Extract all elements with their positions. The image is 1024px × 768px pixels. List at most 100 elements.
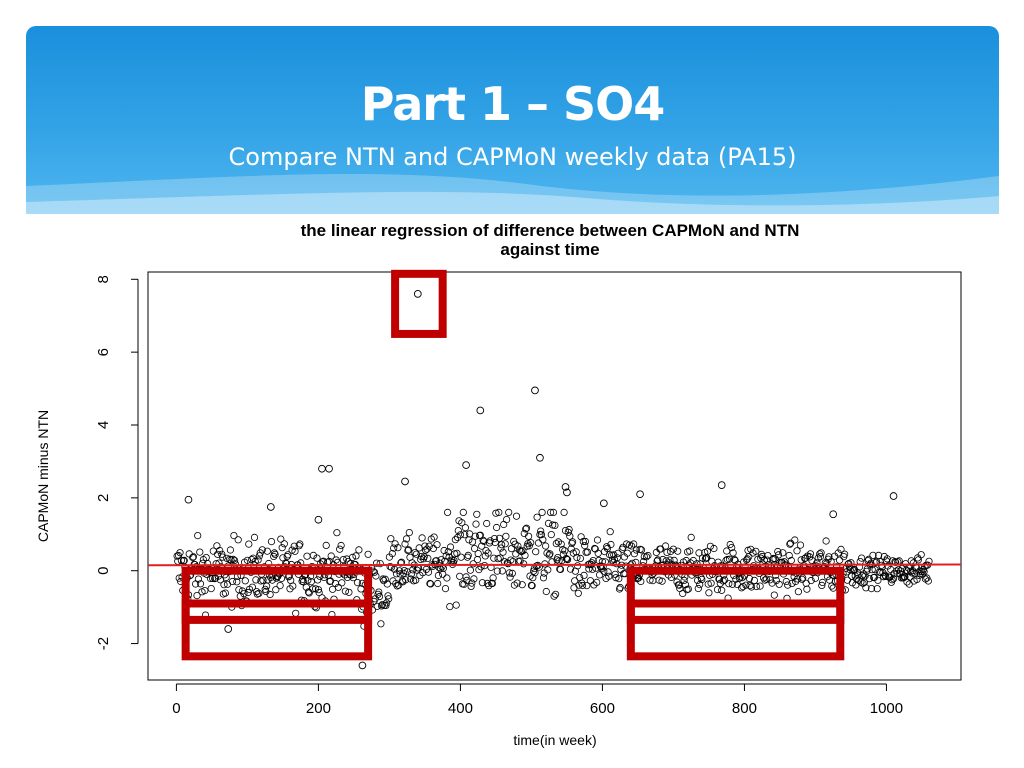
chart-title-line-1: the linear regression of difference betw… — [301, 221, 800, 240]
data-point — [904, 567, 912, 575]
data-point — [382, 599, 391, 607]
data-point — [314, 576, 322, 584]
data-point — [284, 551, 292, 559]
data-point — [542, 587, 550, 596]
data-point — [252, 576, 260, 584]
data-point — [581, 541, 589, 550]
data-point — [720, 576, 729, 584]
data-point — [506, 573, 514, 581]
data-point — [725, 580, 733, 588]
data-point — [429, 544, 437, 553]
data-point — [207, 584, 215, 593]
data-point — [774, 547, 782, 556]
data-point — [454, 526, 462, 535]
data-point — [519, 560, 528, 568]
regression-layer — [147, 563, 962, 567]
data-point — [571, 577, 579, 585]
data-point — [817, 549, 825, 557]
data-point — [646, 576, 654, 584]
data-point — [436, 559, 444, 567]
data-point — [580, 571, 588, 580]
data-point — [479, 536, 487, 545]
data-point — [707, 579, 715, 587]
data-point — [636, 490, 644, 499]
data-point — [566, 532, 574, 540]
data-point — [266, 503, 275, 511]
data-point — [531, 569, 539, 577]
data-point — [206, 574, 215, 583]
data-point — [462, 461, 470, 469]
data-point — [614, 549, 622, 557]
data-point — [684, 585, 692, 593]
data-point — [505, 508, 513, 517]
data-point — [353, 578, 362, 587]
data-point — [240, 590, 248, 598]
data-point — [402, 535, 411, 543]
data-point — [486, 537, 494, 545]
data-point — [303, 552, 311, 560]
data-point — [666, 556, 674, 564]
data-point — [541, 542, 550, 550]
data-point — [573, 553, 581, 562]
data-point — [574, 589, 582, 597]
data-point — [213, 542, 221, 550]
data-point — [194, 575, 202, 583]
data-point — [339, 555, 347, 564]
data-point — [546, 550, 554, 558]
data-point — [644, 551, 652, 560]
data-point — [747, 545, 755, 553]
data-point — [271, 550, 279, 559]
slide-title: Part 1 – SO4 — [360, 77, 666, 131]
data-point — [513, 579, 521, 587]
data-point — [372, 559, 381, 567]
data-point — [788, 579, 796, 588]
data-point — [813, 559, 821, 567]
data-point — [385, 595, 393, 603]
data-point — [595, 571, 604, 579]
data-point — [847, 559, 855, 567]
data-point — [411, 548, 419, 557]
highlight-box — [181, 566, 373, 661]
data-point — [270, 552, 278, 561]
data-point — [640, 552, 648, 561]
data-point — [441, 584, 450, 593]
data-point — [806, 553, 814, 561]
data-point — [483, 519, 491, 528]
data-point — [502, 532, 510, 540]
data-point — [272, 586, 280, 594]
data-point — [466, 566, 474, 574]
data-point — [241, 577, 249, 585]
data-point — [461, 531, 469, 539]
data-point — [544, 519, 553, 528]
data-point — [364, 550, 372, 558]
data-point — [498, 567, 506, 575]
data-point — [386, 562, 394, 571]
data-point — [474, 549, 482, 558]
data-point — [472, 520, 480, 528]
data-point — [495, 508, 503, 517]
data-point — [600, 567, 608, 575]
data-point — [377, 620, 385, 628]
data-point — [663, 548, 671, 557]
data-point — [715, 575, 724, 583]
data-point — [289, 582, 297, 590]
data-point — [424, 568, 433, 576]
data-point — [189, 553, 197, 561]
data-point — [735, 574, 744, 582]
data-point — [375, 588, 383, 596]
data-point — [521, 551, 529, 560]
data-point — [896, 567, 905, 575]
data-point — [563, 488, 571, 497]
data-point — [390, 544, 398, 552]
data-point — [659, 555, 667, 564]
data-point — [372, 572, 380, 580]
data-point — [314, 586, 322, 594]
data-point — [637, 546, 646, 554]
data-point — [615, 574, 623, 583]
data-point — [851, 572, 859, 580]
data-point — [854, 571, 862, 579]
data-point — [412, 576, 420, 584]
data-point — [566, 565, 575, 573]
data-point — [446, 602, 454, 611]
